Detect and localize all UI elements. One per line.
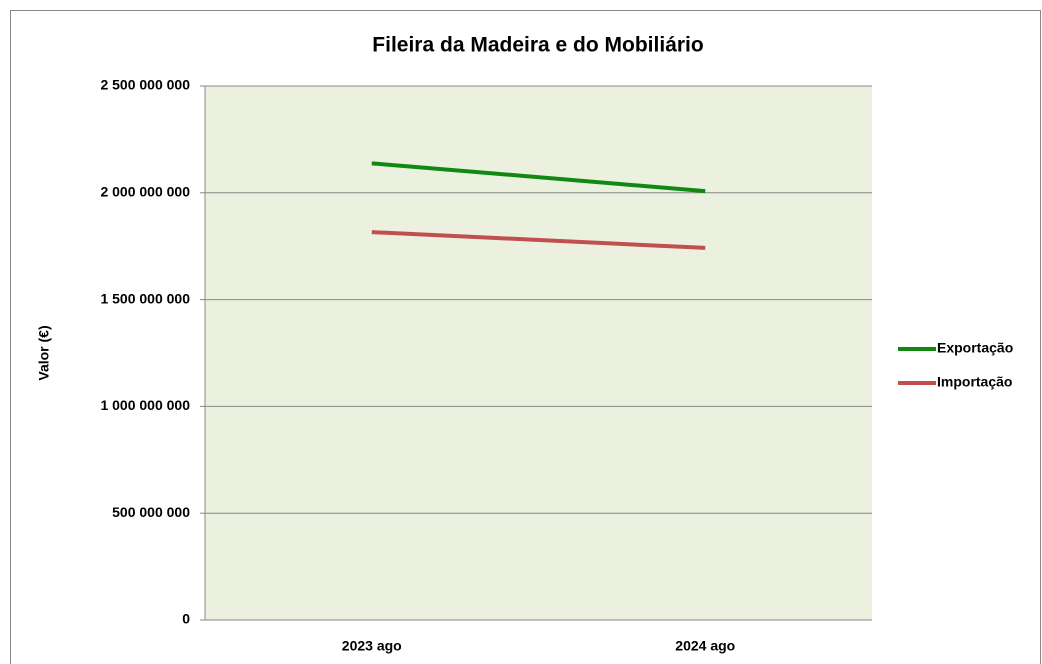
y-tick-label: 0 [182, 611, 190, 627]
x-tick-label: 2024 ago [675, 638, 735, 654]
chart-title: Fileira da Madeira e do Mobiliário [372, 34, 703, 57]
legend-label: Importação [937, 374, 1012, 390]
y-tick-label: 1 500 000 000 [100, 290, 190, 306]
legend-label: Exportação [937, 340, 1013, 356]
y-tick-label: 2 500 000 000 [100, 77, 190, 93]
series-line [371, 230, 706, 250]
y-tick-label: 500 000 000 [112, 504, 190, 520]
y-axis-title: Valor (€) [36, 325, 52, 380]
series-line [371, 161, 706, 194]
y-tick-label: 2 000 000 000 [100, 184, 190, 200]
y-tick-label: 1 000 000 000 [100, 397, 190, 413]
plot-area [205, 86, 872, 620]
x-tick-label: 2023 ago [342, 638, 402, 654]
